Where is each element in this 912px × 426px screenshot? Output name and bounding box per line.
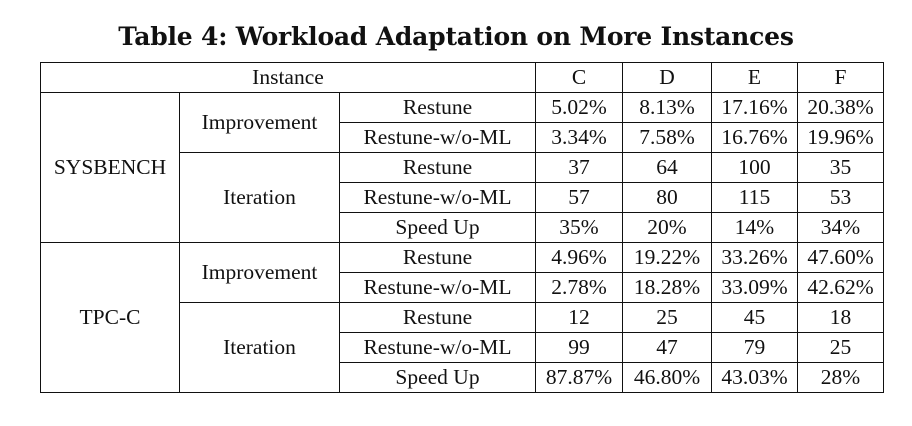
value-cell: 33.09% (711, 272, 798, 303)
value-cell: 33.26% (711, 242, 798, 273)
value-cell: 45 (711, 302, 798, 333)
metric-improvement: Improvement (179, 92, 340, 153)
table-row: Restune-w/o-ML 57 80 115 53 (41, 182, 884, 213)
header-col-f: F (797, 62, 884, 93)
value-cell: 115 (711, 182, 798, 213)
value-cell: 12 (535, 302, 623, 333)
metric-improvement: Improvement (179, 242, 340, 303)
value-cell: 19.96% (797, 122, 884, 153)
value-cell: 18.28% (622, 272, 712, 303)
table-row: TPC-C Improvement Restune 4.96% 19.22% 3… (40, 242, 884, 393)
table-row: Restune-w/o-ML 99 47 79 25 (41, 332, 884, 363)
method-cell: Restune-w/o-ML (339, 122, 536, 153)
table-row: Speed Up 35% 20% 14% 34% (41, 212, 884, 243)
results-table: Instance C D E F SYSBENCH Improvement Re… (40, 62, 884, 393)
value-cell: 47.60% (797, 242, 884, 273)
value-cell: 47 (622, 332, 712, 363)
metric-iteration: Iteration (179, 302, 340, 393)
value-cell: 28% (797, 362, 884, 393)
value-cell: 5.02% (535, 92, 623, 123)
table-row: Iteration Restune 12 25 45 18 (41, 302, 884, 393)
header-col-e: E (711, 62, 798, 93)
table-row: SYSBENCH Improvement Restune 5.02% 8.13%… (40, 92, 884, 243)
header-col-c: C (535, 62, 623, 93)
method-cell: Restune (339, 152, 536, 183)
table-row: Speed Up 87.87% 46.80% 43.03% 28% (41, 362, 884, 393)
method-cell: Restune-w/o-ML (339, 332, 536, 363)
value-cell: 79 (711, 332, 798, 363)
value-cell: 3.34% (535, 122, 623, 153)
method-cell: Speed Up (339, 362, 536, 393)
value-cell: 17.16% (711, 92, 798, 123)
value-cell: 100 (711, 152, 798, 183)
value-cell: 16.76% (711, 122, 798, 153)
value-cell: 46.80% (622, 362, 712, 393)
value-cell: 20.38% (797, 92, 884, 123)
method-cell: Restune-w/o-ML (339, 272, 536, 303)
method-cell: Restune (339, 242, 536, 273)
value-cell: 57 (535, 182, 623, 213)
table-caption: Table 4: Workload Adaptation on More Ins… (118, 22, 794, 51)
value-cell: 35 (797, 152, 884, 183)
value-cell: 25 (797, 332, 884, 363)
value-cell: 8.13% (622, 92, 712, 123)
header-col-d: D (622, 62, 712, 93)
value-cell: 20% (622, 212, 712, 243)
value-cell: 80 (622, 182, 712, 213)
value-cell: 53 (797, 182, 884, 213)
workload-tpcc: TPC-C (40, 242, 180, 393)
value-cell: 19.22% (622, 242, 712, 273)
value-cell: 2.78% (535, 272, 623, 303)
method-cell: Speed Up (339, 212, 536, 243)
value-cell: 35% (535, 212, 623, 243)
value-cell: 99 (535, 332, 623, 363)
value-cell: 43.03% (711, 362, 798, 393)
value-cell: 87.87% (535, 362, 623, 393)
value-cell: 4.96% (535, 242, 623, 273)
value-cell: 42.62% (797, 272, 884, 303)
value-cell: 25 (622, 302, 712, 333)
method-cell: Restune (339, 92, 536, 123)
metric-iteration: Iteration (179, 152, 340, 243)
value-cell: 7.58% (622, 122, 712, 153)
method-cell: Restune-w/o-ML (339, 182, 536, 213)
value-cell: 14% (711, 212, 798, 243)
value-cell: 34% (797, 212, 884, 243)
header-row: Instance C D E F (40, 62, 884, 93)
header-instance: Instance (40, 62, 536, 93)
value-cell: 37 (535, 152, 623, 183)
value-cell: 18 (797, 302, 884, 333)
workload-sysbench: SYSBENCH (40, 92, 180, 243)
value-cell: 64 (622, 152, 712, 183)
method-cell: Restune (339, 302, 536, 333)
